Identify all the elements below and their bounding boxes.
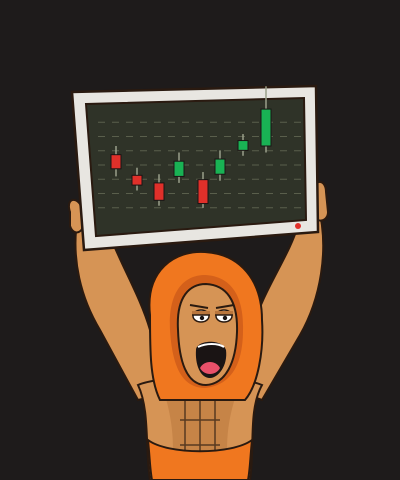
power-led — [295, 223, 301, 229]
chart-grid — [98, 121, 301, 209]
candle-up — [214, 158, 226, 175]
candle-down — [131, 174, 143, 186]
monitor — [70, 84, 320, 252]
candle-up — [260, 108, 272, 147]
candlestick-chart — [110, 86, 272, 208]
mouth — [195, 341, 227, 378]
tank-top — [146, 437, 254, 480]
torso — [136, 376, 264, 480]
candle-down — [197, 179, 209, 205]
eyes — [189, 304, 235, 323]
candle-up — [237, 140, 249, 151]
candle-up — [173, 160, 185, 177]
face — [176, 282, 239, 387]
candle-down — [110, 154, 122, 170]
candle-down — [153, 182, 165, 201]
